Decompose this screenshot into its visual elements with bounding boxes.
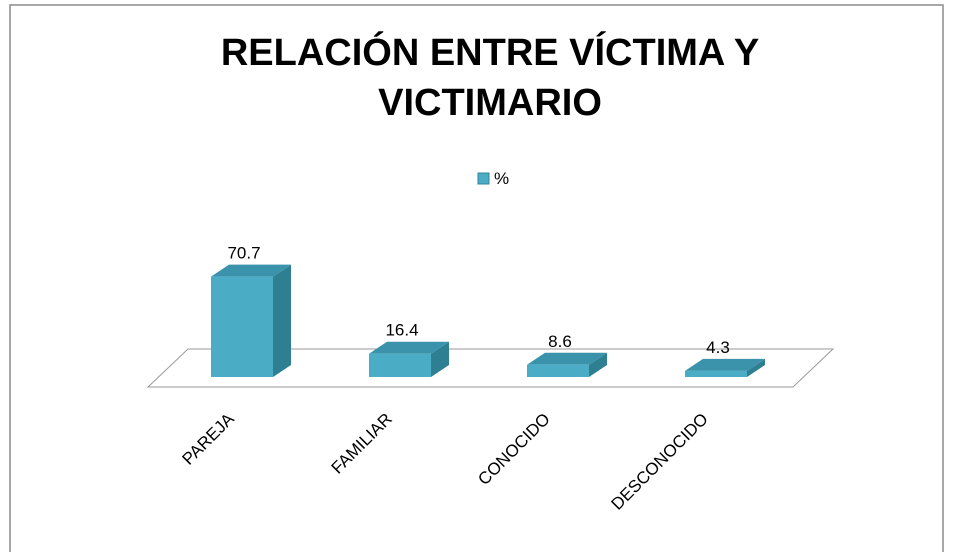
floor [146,348,835,388]
bar-side [589,352,607,377]
x-tick-label: CONOCIDO [474,409,554,489]
bar-side [431,341,449,377]
bar [527,352,607,377]
bar-side [273,264,291,377]
data-label: 8.6 [548,332,572,351]
legend-label: % [494,169,509,188]
bar-top [685,358,765,371]
x-tick-label: PAREJA [179,409,239,469]
x-tick-label: DESCONOCIDO [608,409,712,513]
bar-front [685,370,747,377]
chart-title: RELACIÓN ENTRE VÍCTIMA Y VICTIMARIO [220,32,760,124]
bar-front [211,276,273,377]
bar [369,341,449,377]
bar [685,358,765,377]
x-tick-label: FAMILIAR [328,409,396,477]
data-label: 16.4 [385,321,418,340]
bar-side [747,358,765,377]
bar [211,264,291,377]
chart-border [9,4,944,552]
legend-swatch [477,172,490,185]
bar-front [369,353,431,377]
data-label: 4.3 [706,338,730,357]
bar-front [527,364,589,377]
bar-top [211,264,291,277]
bar-top [527,352,607,365]
data-label: 70.7 [227,244,260,263]
bar-top [369,341,449,354]
